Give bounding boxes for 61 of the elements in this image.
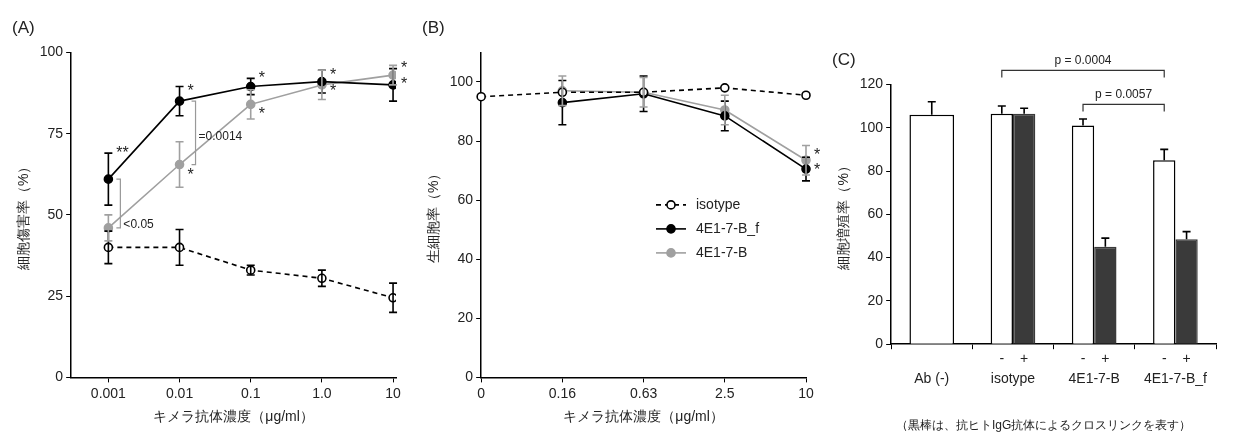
- legend-label: isotype: [696, 195, 741, 212]
- annotation: *: [187, 166, 194, 184]
- legend-label: 4E1-7-B_f: [696, 219, 760, 236]
- y-tick-label: 60: [457, 190, 474, 207]
- x-tick-label: 2.5: [715, 384, 735, 401]
- annotation: **: [116, 143, 129, 161]
- y-tick-label: 120: [859, 75, 884, 92]
- x-tick-label: isotype: [990, 370, 1036, 387]
- text: +: [1101, 350, 1110, 367]
- annotation: *: [329, 81, 337, 99]
- y-tick-label: 0: [875, 335, 884, 352]
- annotation: *: [258, 68, 265, 86]
- chart-title: (C): [832, 49, 856, 69]
- y-axis-title: 生細胞率（%）: [425, 166, 442, 264]
- x-tick-label: 1.0: [312, 384, 332, 401]
- x-tick-label: 0.63: [629, 384, 658, 401]
- x-tick-label: 10: [798, 384, 814, 401]
- x-tick-label: 10: [385, 384, 402, 401]
- y-tick-label: 20: [867, 291, 884, 308]
- y-tick-label: 50: [47, 205, 64, 222]
- x-axis-title: キメラ抗体濃度（μg/ml）: [563, 408, 724, 425]
- legend-label: 4E1-7-B: [696, 243, 748, 260]
- y-tick-label: 40: [457, 250, 474, 267]
- y-tick-label: 60: [867, 205, 884, 222]
- y-tick-label: 20: [457, 309, 474, 326]
- text: +: [1182, 350, 1191, 367]
- text: -: [1080, 350, 1086, 367]
- text: （黒棒は、抗ヒトIgG抗体によるクロスリンクを表す）: [895, 418, 1192, 433]
- y-tick-label: 100: [859, 118, 884, 135]
- y-tick-label: 25: [47, 287, 64, 304]
- series-label: +: [1020, 350, 1029, 367]
- y-tick-label: 40: [867, 248, 884, 265]
- x-tick-label: 0.01: [165, 384, 194, 401]
- y-tick-label: 80: [457, 131, 474, 148]
- chart-title: (A): [12, 17, 35, 37]
- annotation: *: [258, 104, 265, 122]
- annotation: p = 0.0057: [1095, 86, 1153, 101]
- y-tick-label: 75: [47, 124, 64, 141]
- chart-title: (B): [422, 17, 445, 37]
- annotation: *: [401, 75, 408, 93]
- y-axis-title: 細胞傷害率（%）: [15, 159, 32, 272]
- text: p = 0.0004: [1054, 52, 1112, 67]
- annotation: *: [187, 81, 194, 99]
- x-tick-label: 0: [477, 384, 486, 401]
- y-axis-title: 細胞増殖率（%）: [835, 159, 852, 271]
- x-axis-title: キメラ抗体濃度（μg/ml）: [153, 408, 314, 425]
- annotation: <0.05: [123, 216, 155, 231]
- annotation: =0.0014: [198, 129, 243, 144]
- y-tick-label: 100: [39, 43, 64, 60]
- x-tick-label: 0.001: [90, 384, 127, 401]
- x-tick-label: Ab (-): [914, 370, 950, 387]
- annotation: *: [329, 65, 337, 83]
- x-tick-label: 4E1-7-B_f: [1143, 370, 1208, 387]
- annotation: *: [401, 59, 408, 77]
- y-tick-label: 80: [867, 161, 884, 178]
- series-label: -: [999, 350, 1005, 367]
- x-tick-label: 0.1: [240, 384, 261, 401]
- x-tick-label: 0.16: [548, 384, 577, 401]
- y-tick-label: 100: [449, 72, 474, 89]
- text: -: [1161, 350, 1167, 367]
- x-tick-label: 4E1-7-B: [1068, 370, 1120, 387]
